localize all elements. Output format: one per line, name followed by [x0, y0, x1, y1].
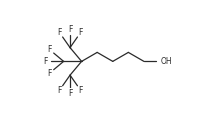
Text: F: F: [57, 86, 62, 95]
Text: F: F: [78, 28, 83, 37]
Text: F: F: [48, 45, 52, 54]
Text: F: F: [68, 25, 72, 34]
Text: F: F: [57, 28, 62, 37]
Text: F: F: [43, 57, 48, 66]
Text: F: F: [48, 69, 52, 78]
Text: F: F: [68, 89, 72, 98]
Text: OH: OH: [160, 57, 172, 66]
Text: F: F: [78, 86, 83, 95]
